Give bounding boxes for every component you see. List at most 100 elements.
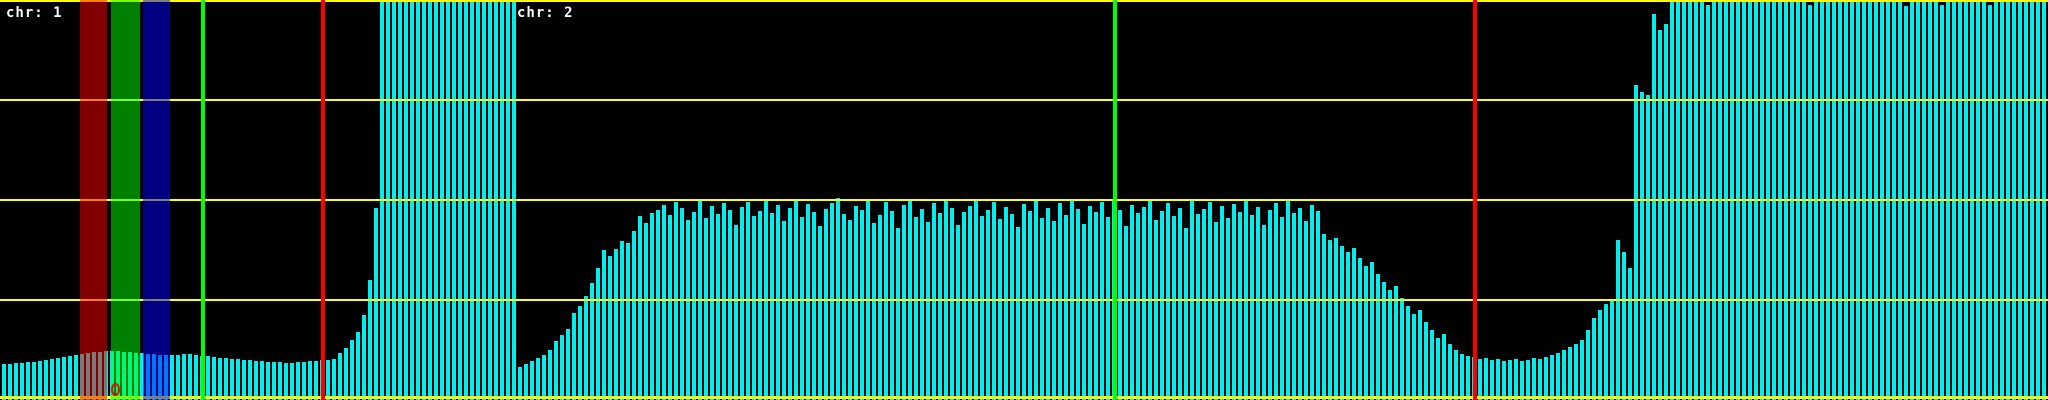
gridline bbox=[0, 199, 2048, 201]
coverage-bar bbox=[1556, 353, 1560, 400]
coverage-bar bbox=[1640, 92, 1644, 400]
coverage-bar bbox=[746, 202, 750, 400]
coverage-bar bbox=[908, 199, 912, 400]
gridline bbox=[0, 299, 2048, 301]
coverage-bar bbox=[1022, 204, 1026, 400]
coverage-bar bbox=[128, 352, 132, 400]
coverage-bar bbox=[1322, 234, 1326, 400]
coverage-bar bbox=[842, 214, 846, 400]
coverage-bar bbox=[482, 2, 486, 400]
coverage-bar bbox=[1796, 2, 1800, 400]
coverage-bar bbox=[758, 211, 762, 400]
coverage-bar bbox=[452, 2, 456, 400]
coverage-bar bbox=[1256, 207, 1260, 400]
coverage-bar bbox=[530, 361, 534, 400]
coverage-bar bbox=[1370, 262, 1374, 400]
coverage-bar bbox=[188, 354, 192, 400]
coverage-bar bbox=[1922, 2, 1926, 400]
coverage-bar bbox=[818, 226, 822, 400]
coverage-bar bbox=[1616, 240, 1620, 400]
coverage-bar bbox=[1358, 258, 1362, 400]
coverage-bar bbox=[560, 335, 564, 400]
coverage-bar bbox=[524, 364, 528, 400]
coverage-bar bbox=[992, 202, 996, 400]
coverage-bar bbox=[1838, 2, 1842, 400]
coverage-bar bbox=[1826, 2, 1830, 400]
coverage-bar bbox=[920, 209, 924, 400]
coverage-bar bbox=[1670, 2, 1674, 400]
coverage-bar bbox=[950, 208, 954, 400]
coverage-bar bbox=[1832, 2, 1836, 400]
coverage-bar bbox=[572, 313, 576, 400]
coverage-bar bbox=[272, 362, 276, 400]
coverage-bar bbox=[1202, 209, 1206, 400]
coverage-bar bbox=[1316, 211, 1320, 400]
coverage-bar bbox=[242, 360, 246, 400]
coverage-bar bbox=[104, 351, 108, 400]
coverage-bar bbox=[182, 354, 186, 400]
coverage-bar bbox=[1916, 2, 1920, 400]
coverage-bar bbox=[812, 212, 816, 400]
coverage-bar bbox=[1334, 238, 1338, 400]
coverage-bar bbox=[1742, 2, 1746, 400]
coverage-bar bbox=[1244, 199, 1248, 400]
coverage-bar bbox=[1784, 2, 1788, 400]
coverage-bar bbox=[176, 355, 180, 400]
coverage-bar bbox=[1064, 215, 1068, 400]
coverage-bar bbox=[1790, 2, 1794, 400]
coverage-bar bbox=[1550, 355, 1554, 400]
coverage-bar bbox=[1652, 14, 1656, 400]
coverage-bar bbox=[998, 219, 1002, 400]
coverage-bar bbox=[1748, 2, 1752, 400]
coverage-bar bbox=[1388, 290, 1392, 400]
coverage-bar bbox=[1178, 208, 1182, 400]
coverage-bar bbox=[1490, 360, 1494, 400]
coverage-bar bbox=[1730, 2, 1734, 400]
coverage-bar bbox=[1286, 200, 1290, 400]
coverage-bar bbox=[638, 216, 642, 400]
coverage-bar bbox=[1766, 2, 1770, 400]
coverage-bar bbox=[1058, 203, 1062, 400]
coverage-bar bbox=[1172, 216, 1176, 400]
coverage-bar bbox=[1862, 2, 1866, 400]
coverage-bar bbox=[926, 222, 930, 400]
coverage-bar bbox=[434, 2, 438, 400]
coverage-bar bbox=[386, 2, 390, 400]
green-cursor-line bbox=[201, 0, 205, 400]
coverage-bar bbox=[2036, 2, 2040, 400]
coverage-bar bbox=[2024, 2, 2028, 400]
coverage-bar bbox=[464, 2, 468, 400]
coverage-bar bbox=[1394, 286, 1398, 400]
coverage-bar bbox=[1520, 361, 1524, 400]
coverage-bar bbox=[1754, 2, 1758, 400]
coverage-bar bbox=[1412, 314, 1416, 400]
coverage-bar bbox=[80, 354, 84, 400]
coverage-bar bbox=[1466, 356, 1470, 400]
coverage-bar bbox=[1646, 95, 1650, 400]
coverage-bar bbox=[1142, 207, 1146, 400]
coverage-bar bbox=[1814, 2, 1818, 400]
coverage-bar bbox=[1190, 200, 1194, 400]
coverage-bar bbox=[1880, 2, 1884, 400]
coverage-bar bbox=[674, 202, 678, 400]
gridline bbox=[0, 396, 2048, 399]
coverage-bar bbox=[1634, 85, 1638, 400]
coverage-bar bbox=[362, 315, 366, 400]
coverage-bar bbox=[410, 2, 414, 400]
coverage-bar bbox=[194, 355, 198, 400]
coverage-bar bbox=[1154, 220, 1158, 400]
coverage-bar bbox=[872, 223, 876, 400]
band-blue-highlight bbox=[143, 0, 170, 400]
coverage-bar bbox=[140, 353, 144, 400]
coverage-bar bbox=[422, 2, 426, 400]
coverage-bar bbox=[1592, 318, 1596, 400]
coverage-bar bbox=[512, 2, 516, 400]
coverage-bar bbox=[1382, 282, 1386, 400]
coverage-bar bbox=[896, 228, 900, 400]
coverage-bar bbox=[1622, 252, 1626, 400]
coverage-bar bbox=[1724, 2, 1728, 400]
coverage-bar bbox=[1508, 360, 1512, 400]
coverage-bar bbox=[752, 216, 756, 400]
coverage-bar bbox=[1136, 213, 1140, 400]
